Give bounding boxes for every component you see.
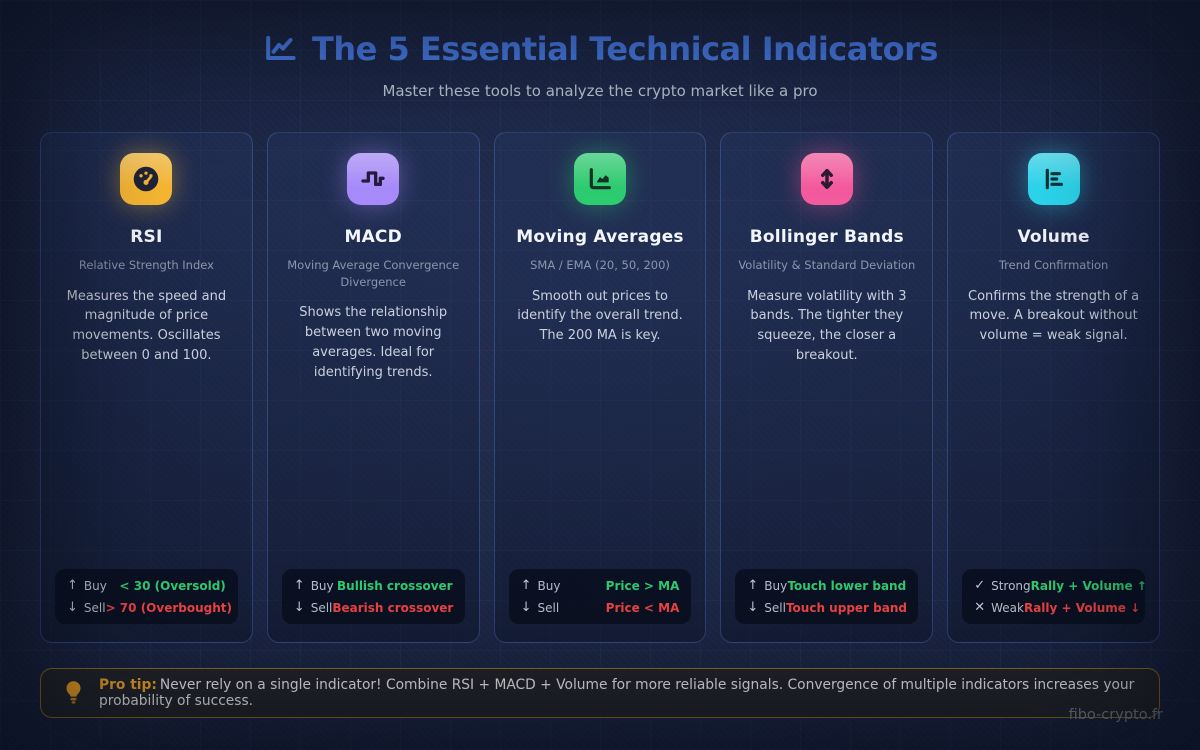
signal-value: Bearish crossover — [332, 600, 454, 615]
signal-label: ↓ Sell — [747, 600, 786, 615]
card-subtitle: Trend Confirmation — [998, 258, 1109, 272]
signal-value: < 30 (Oversold) — [119, 578, 226, 593]
card-description: Smooth out prices to identify the overal… — [517, 288, 683, 344]
signal-value: > 70 (Overbought) — [105, 600, 232, 615]
card-title: MACD — [344, 227, 402, 247]
watermark: fibo-crypto.fr — [1068, 707, 1163, 723]
signal-value: Bullish crossover — [337, 578, 453, 593]
card-title: Moving Averages — [516, 227, 684, 247]
header: The 5 Essential Technical Indicators Mas… — [0, 30, 1200, 100]
arrow-down-icon: ↓ — [293, 600, 305, 615]
buy-signal-row: ↑ Buy < 30 (Oversold) — [67, 578, 226, 593]
arrow-up-icon: ↑ — [293, 578, 305, 593]
sell-signal-row: ↓ Sell Price < MA — [521, 600, 680, 615]
signal-value: Touch lower band — [787, 578, 907, 593]
card-description: Shows the relationship between two movin… — [299, 305, 448, 380]
indicator-card-volume: Volume Trend Confirmation Confirms the s… — [947, 132, 1160, 643]
arrow-up-icon: ↑ — [67, 578, 78, 593]
square-wave-icon — [347, 153, 400, 205]
arrow-up-icon: ↑ — [520, 578, 532, 593]
pro-tip-text: Pro tip: Never rely on a single indicator… — [99, 677, 1135, 709]
buy-signal-row: ↑ Buy Price > MA — [521, 578, 680, 593]
signal-value: Price > MA — [605, 578, 680, 593]
arrow-down-icon: ↓ — [67, 600, 78, 615]
signal-label: ↓ Sell — [520, 600, 560, 615]
sell-signal-row: ↓ Sell > 70 (Overbought) — [67, 600, 232, 615]
signal-box: ↑ Buy < 30 (Oversold) ↓ Sell > 70 (Overbou… — [55, 569, 238, 624]
lightbulb-icon — [66, 680, 81, 703]
signal-label: ↑ Buy — [293, 578, 334, 593]
card-title: RSI — [130, 227, 163, 247]
signal-label: ↑ Buy — [67, 578, 107, 593]
horizontal-bars-icon — [1027, 153, 1080, 205]
indicator-cards: RSI Relative Strength Index Measures the… — [40, 132, 1160, 643]
indicator-card-bollinger-bands: Bollinger Bands Volatility & Standard De… — [720, 132, 934, 643]
card-description: Confirms the strength of a move. A break… — [968, 288, 1140, 344]
signal-label: ↓ Sell — [293, 600, 333, 615]
gauge-icon — [120, 153, 173, 205]
signal-value: Touch upper band — [785, 600, 907, 615]
indicator-card-macd: MACD Moving Average Convergence Divergen… — [266, 132, 480, 643]
card-title: Volume — [1017, 227, 1090, 247]
card-description: Measure volatility with 3 bands. The tig… — [747, 288, 907, 363]
signal-box: ↑ Buy Touch lower band ↓ Sell Touch upper … — [735, 569, 919, 624]
x-icon: ✕ — [974, 600, 986, 615]
vertical-arrows-icon — [800, 153, 853, 205]
card-subtitle: Relative Strength Index — [78, 258, 214, 272]
signal-label: ✓ Strong — [974, 578, 1031, 593]
area-chart-icon — [573, 153, 626, 205]
signal-box: ↑ Buy Bullish crossover ↓ Sell Bearish cro… — [281, 569, 465, 624]
signal-value: Price < MA — [605, 600, 680, 615]
card-title: Bollinger Bands — [749, 227, 904, 247]
sell-signal-row: ↓ Sell Bearish crossover — [293, 600, 454, 615]
signal-box: ✓ Strong Rally + Volume ↑ ✕ Weak Rally + V… — [962, 569, 1147, 624]
signal-label: ↑ Buy — [520, 578, 561, 593]
signal-value: Rally + Volume ↑ — [1030, 578, 1147, 593]
check-icon: ✓ — [974, 578, 986, 593]
card-subtitle: Moving Average Convergence Divergence — [287, 258, 460, 289]
line-chart-icon — [266, 35, 296, 60]
page-subtitle: Master these tools to analyze the crypto… — [382, 82, 818, 100]
signal-box: ↑ Buy Price > MA ↓ Sell Price < MA — [508, 569, 692, 624]
signal-label: ↓ Sell — [67, 600, 106, 615]
buy-signal-row: ↑ Buy Touch lower band — [747, 578, 906, 593]
buy-signal-row: ↑ Buy Bullish crossover — [294, 578, 453, 593]
arrow-down-icon: ↓ — [747, 600, 759, 615]
indicator-card-rsi: RSI Relative Strength Index Measures the… — [40, 132, 253, 643]
signal-label: ✕ Weak — [974, 600, 1024, 615]
card-subtitle: Volatility & Standard Deviation — [738, 258, 916, 272]
signal-value: Rally + Volume ↓ — [1023, 600, 1141, 615]
signal-label: ↑ Buy — [747, 578, 788, 593]
arrow-up-icon: ↑ — [747, 578, 759, 593]
pro-tip-banner: Pro tip: Never rely on a single indicator… — [40, 668, 1160, 718]
sell-signal-row: ↓ Sell Touch upper band — [747, 600, 907, 615]
card-description: Measures the speed and magnitude of pric… — [66, 288, 227, 363]
weak-signal-row: ✕ Weak Rally + Volume ↓ — [974, 600, 1140, 615]
card-subtitle: SMA / EMA (20, 50, 200) — [530, 258, 670, 272]
page-title: The 5 Essential Technical Indicators — [312, 30, 938, 68]
strong-signal-row: ✓ Strong Rally + Volume ↑ — [974, 578, 1147, 593]
pro-tip-label: Pro tip: — [99, 677, 157, 693]
arrow-down-icon: ↓ — [520, 600, 532, 615]
indicator-card-moving-averages: Moving Averages SMA / EMA (20, 50, 200) … — [493, 132, 707, 643]
